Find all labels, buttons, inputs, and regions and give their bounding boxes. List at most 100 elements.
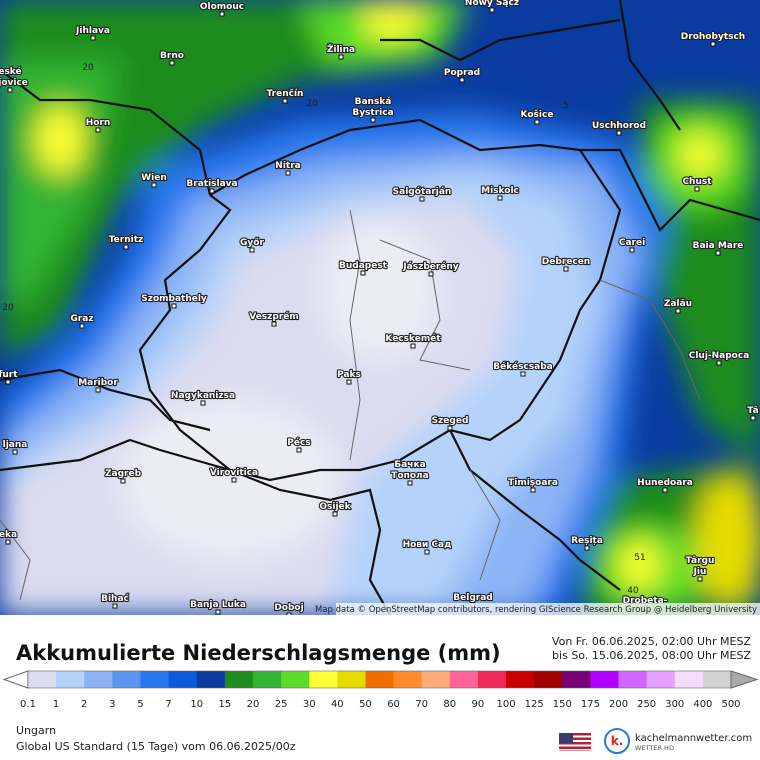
city-dot: [7, 87, 13, 93]
city-dot: [209, 188, 215, 194]
city-label: Jászberény: [402, 261, 459, 272]
city-dot: [296, 447, 302, 453]
city-dot: [90, 35, 96, 41]
city-dot: [697, 576, 703, 582]
city-dot: [530, 487, 536, 493]
city-label: Uschhorod: [592, 121, 646, 131]
city-label: Târgu: [686, 556, 715, 566]
city-dot: [424, 549, 430, 555]
borders: [0, 0, 760, 615]
city-label: Doboj: [274, 603, 303, 613]
city-label: Brno: [160, 51, 184, 61]
city-label: Timișoara: [508, 478, 558, 488]
city-dot: [79, 323, 85, 329]
city-dot: [715, 250, 721, 256]
brand: kachelmannwetter.com: [635, 733, 752, 744]
city-label: Tâ: [747, 406, 759, 416]
scale-label: 125: [525, 699, 544, 710]
city-dot: [662, 487, 668, 493]
city-dot: [219, 11, 225, 17]
city-label: Szombathely: [141, 294, 207, 304]
scale-label: 175: [581, 699, 600, 710]
city-label: Chust: [682, 177, 712, 187]
city-dot: [231, 477, 237, 483]
city-dot: [120, 478, 126, 484]
color-box: [112, 671, 141, 688]
city-label: Veszprém: [249, 311, 299, 322]
city-dot: [285, 170, 291, 176]
color-box: [618, 671, 648, 688]
scale-label: 3: [109, 699, 115, 710]
city-label: Paks: [337, 370, 361, 380]
city-dot: [271, 321, 277, 327]
scale-label: 50: [359, 699, 372, 710]
attribution-bg: [336, 603, 760, 615]
city-dot: [5, 379, 11, 385]
scale-label: 400: [693, 699, 712, 710]
color-box: [252, 671, 282, 688]
city-label: Horn: [86, 118, 111, 128]
city-dot: [563, 266, 569, 272]
logo: [604, 728, 630, 754]
city-dot: [497, 195, 503, 201]
color-box: [365, 671, 395, 688]
contour-label: 5: [563, 101, 569, 111]
scale-label: 25: [275, 699, 288, 710]
city-label: Győr: [240, 238, 264, 248]
scale-label: 10: [190, 699, 203, 710]
attribution: Map data © OpenStreetMap contributors, r…: [315, 605, 757, 615]
city-label: ejovice: [0, 78, 28, 88]
bar-frame: [27, 670, 732, 689]
color-box: [702, 671, 732, 688]
scale-label: 250: [637, 699, 656, 710]
city-dot: [95, 127, 101, 133]
city-dot: [151, 182, 157, 188]
color-box: [28, 671, 57, 688]
city-dot: [249, 247, 255, 253]
city-dot: [407, 480, 413, 486]
city-dot: [12, 449, 18, 455]
city-dot: [332, 511, 338, 517]
period-to: bis So. 15.06.2025, 08:00 Uhr MESZ: [552, 649, 751, 662]
city-label: Hunedoara: [637, 478, 693, 488]
city-label: Olomouc: [200, 2, 244, 12]
scale-label: 7: [165, 699, 171, 710]
city-label: Nitra: [275, 161, 300, 171]
city-label: Baia Mare: [693, 241, 744, 251]
scale-label: 100: [496, 699, 515, 710]
city-dot: [95, 387, 101, 393]
city-label: Virovitica: [210, 468, 258, 478]
city-dot: [346, 379, 352, 385]
city-dot: [123, 244, 129, 250]
contour-label: 51: [634, 553, 645, 563]
region: Ungarn: [16, 724, 56, 737]
scale-label: 5: [137, 699, 143, 710]
city-label: Zagreb: [105, 469, 142, 479]
city-label: Bihać: [101, 593, 129, 604]
city-label: Нови Сад: [403, 540, 452, 550]
city-label: Poprad: [444, 68, 480, 78]
color-box: [590, 671, 620, 688]
logo-mark: k.: [611, 734, 624, 748]
color-box: [449, 671, 479, 688]
city-label: Jiu: [693, 567, 707, 577]
city-label: Belgrad: [453, 593, 492, 603]
city-dot: [489, 7, 495, 13]
city-label: Reșița: [571, 536, 603, 546]
city-label: Banja Luka: [190, 600, 246, 610]
city-label: Pécs: [287, 437, 310, 448]
color-box: [337, 671, 366, 688]
city-label: Žilina: [327, 43, 355, 55]
scale-label: 20: [247, 699, 260, 710]
city-dot: [716, 360, 722, 366]
scale-label: 2: [81, 699, 87, 710]
city-label: Wien: [141, 173, 167, 183]
city-dot: [370, 117, 376, 123]
scale-label: 15: [218, 699, 231, 710]
bar-arrow-left: [2, 670, 29, 689]
city-dot: [750, 415, 756, 421]
flag: [559, 733, 591, 751]
city-label: Bystrica: [352, 108, 393, 118]
city-label: Salgótarján: [393, 186, 452, 197]
color-box: [56, 671, 85, 688]
